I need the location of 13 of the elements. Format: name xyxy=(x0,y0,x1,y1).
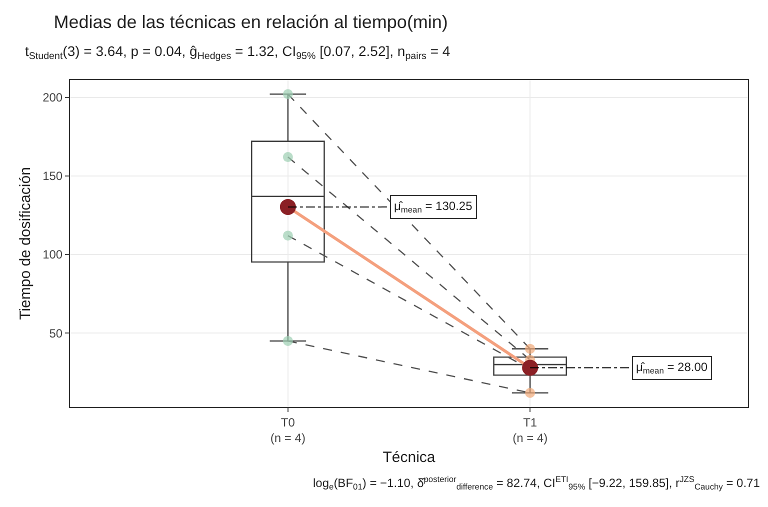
y-tick-label: 100 xyxy=(42,248,63,262)
text: log$_{e}$(BF$_{01}$) = −1.10, δ̂$^{posterior}$$_{difference}$ = 82.74, CI$^{ETI}$$_{95%}$ [−9.22, 159.85], r$^{JZS}$$_{Cauchy}$ = 0.71 xyxy=(313,474,760,492)
y-tick-label: 50 xyxy=(49,326,63,340)
annotation: μ̂$_{mean}$ = 28.00 xyxy=(636,360,708,376)
annotation: μ̂$_{mean}$ = 130.25 xyxy=(394,199,473,215)
y-tick-label: 200 xyxy=(42,90,63,104)
text: t$_{Student}$(3) = 3.64, p = 0.04, ĝ$_{Hedges}$ = 1.32, CI$_{95%}$ [0.07, 2.52], n$_{pairs}$ = 4 xyxy=(25,43,450,62)
y-tick-label: 150 xyxy=(42,169,63,184)
x-axis-title: Técnica xyxy=(382,449,436,466)
y-axis-title: Tiempo de dosificación xyxy=(17,167,34,320)
x-tick-label: T0 (n = 4) xyxy=(270,415,306,445)
x-tick-label: T1 (n = 4) xyxy=(512,415,548,445)
chart-title: Medias de las técnicas en relación al tiempo(min) xyxy=(54,12,448,32)
